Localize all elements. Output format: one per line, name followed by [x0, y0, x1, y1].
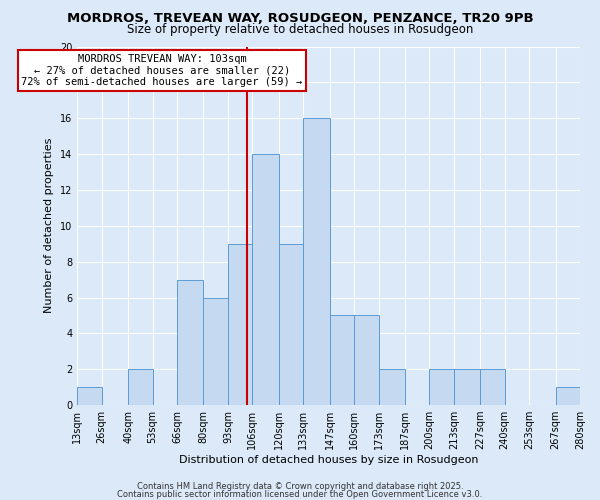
Bar: [253, 154, 279, 405]
Bar: [379, 369, 405, 405]
Bar: [77, 387, 102, 405]
Bar: [480, 369, 505, 405]
Bar: [177, 280, 203, 405]
Text: Contains public sector information licensed under the Open Government Licence v3: Contains public sector information licen…: [118, 490, 482, 499]
X-axis label: Distribution of detached houses by size in Rosudgeon: Distribution of detached houses by size …: [179, 455, 478, 465]
Bar: [354, 316, 379, 405]
Bar: [556, 387, 580, 405]
Y-axis label: Number of detached properties: Number of detached properties: [44, 138, 55, 314]
Text: MORDROS TREVEAN WAY: 103sqm
← 27% of detached houses are smaller (22)
72% of sem: MORDROS TREVEAN WAY: 103sqm ← 27% of det…: [22, 54, 302, 87]
Bar: [329, 316, 354, 405]
Text: MORDROS, TREVEAN WAY, ROSUDGEON, PENZANCE, TR20 9PB: MORDROS, TREVEAN WAY, ROSUDGEON, PENZANC…: [67, 12, 533, 26]
Bar: [454, 369, 480, 405]
Text: Contains HM Land Registry data © Crown copyright and database right 2025.: Contains HM Land Registry data © Crown c…: [137, 482, 463, 491]
Text: Size of property relative to detached houses in Rosudgeon: Size of property relative to detached ho…: [127, 22, 473, 36]
Bar: [430, 369, 454, 405]
Bar: [279, 244, 303, 405]
Bar: [203, 298, 228, 405]
Bar: [128, 369, 152, 405]
Bar: [228, 244, 253, 405]
Bar: [303, 118, 329, 405]
